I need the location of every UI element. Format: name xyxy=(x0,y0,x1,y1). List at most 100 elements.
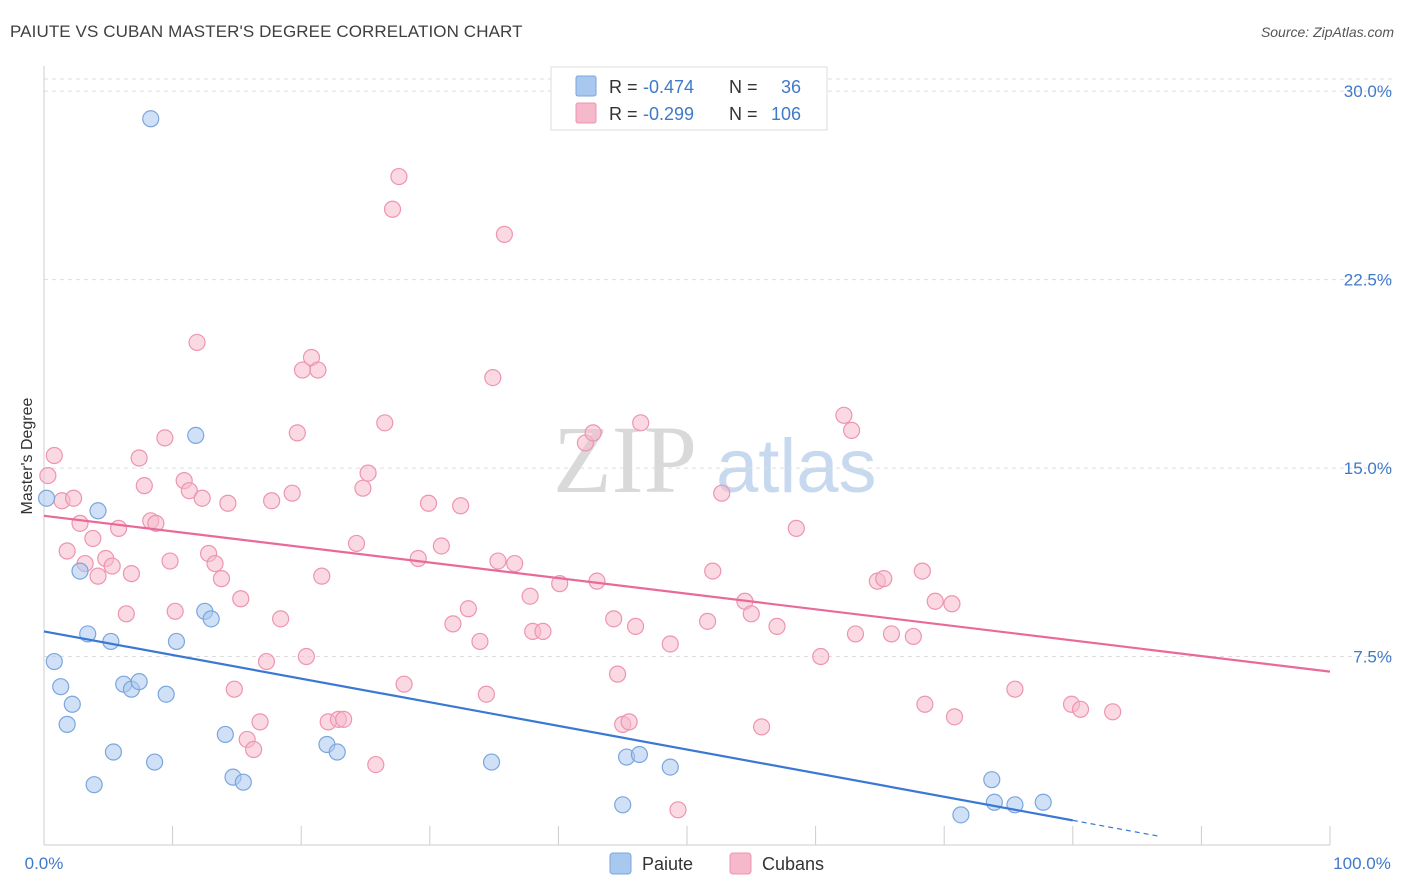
paiute-point xyxy=(187,426,205,444)
legend-box xyxy=(550,66,828,131)
paiute-point xyxy=(234,773,252,791)
legend-n-value-cubans: 106 xyxy=(771,104,801,124)
cubans-point xyxy=(521,587,539,605)
legend-r-value-cubans: -0.299 xyxy=(643,104,694,124)
cubans-point xyxy=(904,627,922,646)
paiute-point xyxy=(661,758,679,776)
cubans-point xyxy=(367,755,385,774)
cubans-point xyxy=(272,610,290,628)
y-tick-label: 15.0% xyxy=(1344,459,1392,478)
cubans-point xyxy=(419,494,438,512)
cubans-point xyxy=(713,484,731,502)
cubans-point xyxy=(335,710,353,728)
series-paiute xyxy=(37,110,1052,824)
cubans-point xyxy=(180,482,198,500)
cubans-point xyxy=(103,557,121,575)
cubans-point xyxy=(309,361,327,379)
paiute-point xyxy=(130,673,148,691)
cubans-point xyxy=(347,534,366,553)
cubans-point xyxy=(626,617,645,635)
cubans-point xyxy=(1006,680,1024,698)
cubans-point xyxy=(64,489,83,507)
paiute-point xyxy=(102,632,120,651)
cubans-point xyxy=(130,449,148,467)
bottom-legend: Paiute Cubans xyxy=(609,852,824,875)
legend-r-label-paiute: R = xyxy=(609,77,638,97)
cubans-point xyxy=(882,625,901,643)
cubans-point xyxy=(161,552,179,570)
cubans-point xyxy=(704,562,722,580)
cubans-point xyxy=(166,602,184,620)
cubans-point xyxy=(409,549,427,568)
cubans-point xyxy=(620,713,638,731)
cubans-point xyxy=(875,570,893,588)
paiute-point xyxy=(952,806,970,824)
paiute-point xyxy=(71,562,89,580)
cubans-point xyxy=(916,695,934,713)
cubans-point xyxy=(376,414,394,432)
x-ticks xyxy=(172,826,1331,845)
y-tick-label: 30.0% xyxy=(1344,82,1392,101)
paiute-point xyxy=(983,771,1001,789)
cubans-point xyxy=(471,632,489,651)
paiute-trend-extension xyxy=(1072,819,1161,837)
cubans-point xyxy=(459,600,477,618)
trend-lines xyxy=(43,514,1331,837)
cubans-point xyxy=(263,492,281,510)
paiute-point xyxy=(63,695,81,713)
cubans-point xyxy=(219,494,237,512)
cubans-point xyxy=(245,740,263,759)
cubans-point xyxy=(835,406,853,424)
legend-n-label-cubans: N = xyxy=(729,104,758,124)
cubans-point xyxy=(506,554,524,573)
paiute-point xyxy=(167,632,186,651)
cubans-point xyxy=(206,554,224,573)
cubans-point xyxy=(135,477,153,495)
chart-title: PAIUTE VS CUBAN MASTER'S DEGREE CORRELAT… xyxy=(10,22,523,41)
cubans-point xyxy=(84,529,102,548)
cubans-point xyxy=(846,625,865,643)
cubans-point xyxy=(193,489,211,507)
cubans-point xyxy=(752,718,771,736)
paiute-point xyxy=(202,610,220,628)
cubans-point xyxy=(288,424,306,442)
paiute-point xyxy=(157,685,175,703)
cubans-point xyxy=(109,519,128,537)
cubans-point xyxy=(395,675,413,693)
cubans-point xyxy=(1104,703,1122,721)
cubans-point xyxy=(605,610,623,628)
y-tick-label: 22.5% xyxy=(1344,271,1392,290)
cubans-point xyxy=(812,647,830,666)
cubans-point xyxy=(698,612,717,630)
y-axis-label: Master's Degree xyxy=(19,397,36,514)
bottom-legend-label-cubans: Cubans xyxy=(762,854,824,874)
cubans-trend-line xyxy=(43,514,1331,673)
series-cubans xyxy=(39,167,1122,819)
cubans-point xyxy=(232,590,250,608)
cubans-point xyxy=(390,167,408,186)
legend-swatch-paiute xyxy=(575,75,597,97)
cubans-point xyxy=(452,497,470,515)
cubans-point xyxy=(71,514,89,532)
paiute-point xyxy=(328,743,346,761)
paiute-point xyxy=(614,796,632,814)
bottom-legend-swatch-cubans xyxy=(729,852,752,875)
cubans-point xyxy=(534,622,552,641)
cubans-point xyxy=(477,685,495,703)
cubans-point xyxy=(45,446,63,465)
cubans-point xyxy=(444,615,462,633)
legend-r-label-cubans: R = xyxy=(609,104,638,124)
cubans-point xyxy=(147,514,165,532)
cubans-point xyxy=(787,519,805,537)
cubans-point xyxy=(359,464,377,482)
legend-n-label-paiute: N = xyxy=(729,77,758,97)
chart-source: Source: ZipAtlas.com xyxy=(1260,24,1394,40)
y-tick-label: 7.5% xyxy=(1353,648,1392,667)
legend-n-value-paiute: 36 xyxy=(781,77,801,97)
cubans-point xyxy=(283,484,301,502)
cubans-point xyxy=(297,647,315,666)
watermark-zip: ZIP xyxy=(553,406,697,513)
cubans-point xyxy=(495,225,513,243)
cubans-point xyxy=(251,713,269,731)
cubans-point xyxy=(58,542,76,560)
